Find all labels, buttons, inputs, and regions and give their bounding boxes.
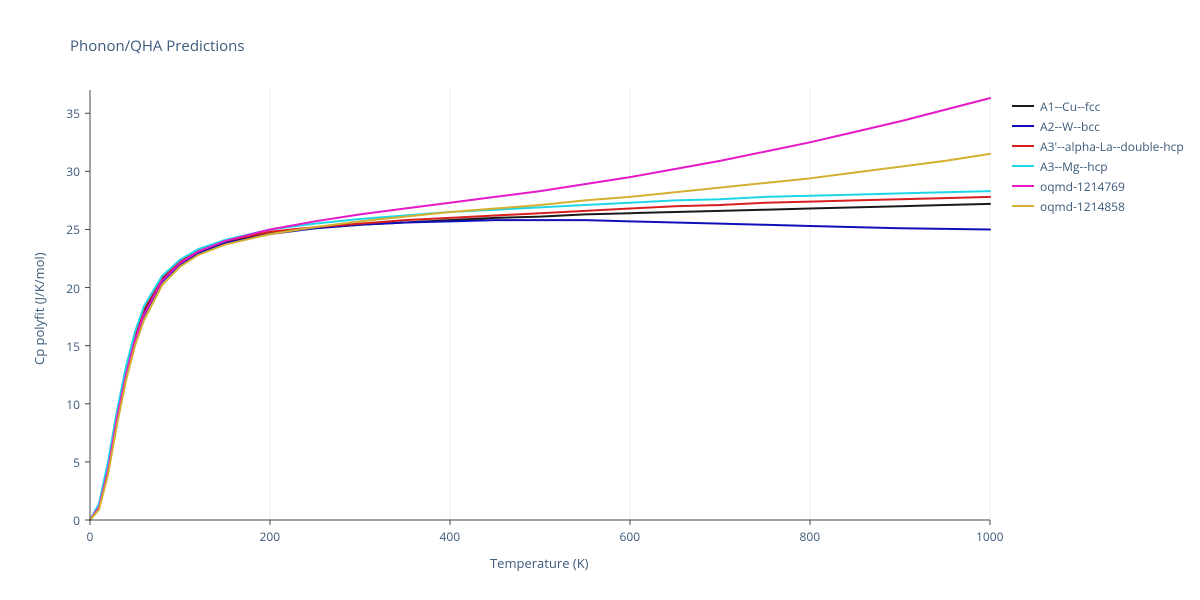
y-tick-label: 35 — [66, 105, 80, 122]
y-axis-label: Cp polyfit (J/K/mol) — [30, 252, 48, 365]
y-tick-label: 10 — [66, 396, 80, 413]
series-line[interactable] — [90, 98, 990, 520]
x-axis-label: Temperature (K) — [490, 554, 589, 572]
y-tick-label: 0 — [73, 512, 80, 529]
legend-item[interactable]: oqmd-1214858 — [1012, 196, 1184, 216]
series-line[interactable] — [90, 220, 990, 520]
y-tick-label: 25 — [66, 221, 80, 238]
legend-swatch — [1012, 125, 1034, 127]
legend-item[interactable]: A2--W--bcc — [1012, 116, 1184, 136]
legend-item[interactable]: A3'--alpha-La--double-hcp — [1012, 136, 1184, 156]
x-tick-label: 200 — [260, 528, 281, 545]
y-tick-label: 5 — [73, 454, 80, 471]
legend-item[interactable]: A1--Cu--fcc — [1012, 96, 1184, 116]
x-tick-label: 0 — [87, 528, 94, 545]
legend-item[interactable]: oqmd-1214769 — [1012, 176, 1184, 196]
legend-swatch — [1012, 145, 1034, 147]
legend-label: A2--W--bcc — [1040, 118, 1100, 135]
legend-label: A3--Mg--hcp — [1040, 158, 1108, 175]
y-tick-label: 15 — [66, 338, 80, 355]
legend: A1--Cu--fcc A2--W--bcc A3'--alpha-La--doub… — [1012, 96, 1184, 216]
legend-swatch — [1012, 105, 1034, 107]
x-tick-label: 1000 — [976, 528, 1003, 545]
x-tick-label: 400 — [440, 528, 461, 545]
y-tick-label: 20 — [66, 280, 80, 297]
legend-label: oqmd-1214769 — [1040, 178, 1125, 195]
legend-label: A3'--alpha-La--double-hcp — [1040, 138, 1184, 155]
legend-swatch — [1012, 165, 1034, 167]
legend-swatch — [1012, 185, 1034, 187]
series-line[interactable] — [90, 154, 990, 520]
x-tick-label: 600 — [620, 528, 641, 545]
legend-item[interactable]: A3--Mg--hcp — [1012, 156, 1184, 176]
chart-title: Phonon/QHA Predictions — [70, 36, 245, 56]
y-tick-label: 30 — [66, 163, 80, 180]
legend-label: oqmd-1214858 — [1040, 198, 1125, 215]
x-tick-label: 800 — [800, 528, 821, 545]
line-chart[interactable] — [0, 0, 1200, 600]
chart-container: Phonon/QHA Predictions Temperature (K) C… — [0, 0, 1200, 600]
legend-label: A1--Cu--fcc — [1040, 98, 1100, 115]
legend-swatch — [1012, 205, 1034, 207]
series-line[interactable] — [90, 204, 990, 520]
